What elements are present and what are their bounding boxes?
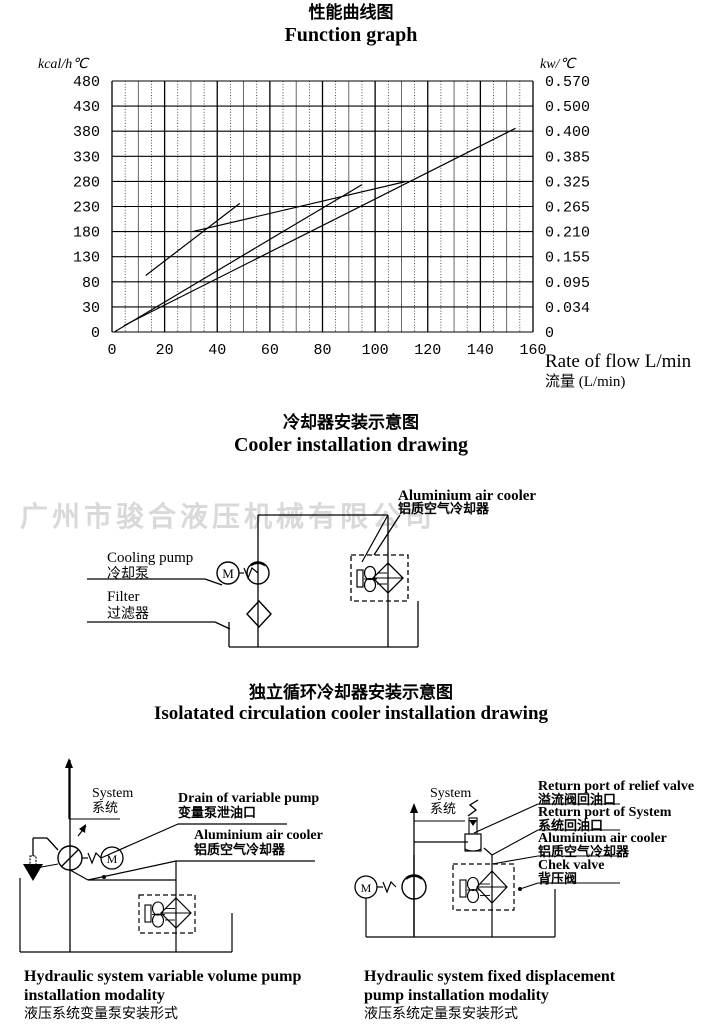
svg-text:铝质空气冷却器: 铝质空气冷却器 bbox=[194, 842, 286, 857]
svg-text:Drain of variable pump: Drain of variable pump bbox=[178, 791, 319, 806]
svg-text:系统: 系统 bbox=[430, 801, 456, 816]
svg-text:M: M bbox=[361, 881, 372, 895]
svg-text:Aluminium air cooler: Aluminium air cooler bbox=[194, 828, 323, 843]
svg-text:液压系统变量泵安装形式: 液压系统变量泵安装形式 bbox=[24, 1005, 178, 1021]
svg-text:Hydraulic system fixed displa: Hydraulic system fixed displacement bbox=[364, 968, 616, 985]
svg-text:System: System bbox=[430, 786, 471, 801]
svg-text:铝质空气冷却器: 铝质空气冷却器 bbox=[538, 844, 630, 859]
svg-text:变量泵泄油口: 变量泵泄油口 bbox=[178, 805, 256, 820]
svg-text:液压系统定量泵安装形式: 液压系统定量泵安装形式 bbox=[364, 1005, 518, 1021]
svg-text:pump installation modality: pump installation modality bbox=[364, 987, 549, 1004]
svg-text:背压阀: 背压阀 bbox=[538, 871, 577, 886]
svg-text:系统: 系统 bbox=[92, 800, 118, 815]
svg-text:installation modality: installation modality bbox=[24, 987, 165, 1004]
svg-text:Hydraulic system variable volu: Hydraulic system variable volume pump bbox=[24, 968, 301, 985]
svg-text:M: M bbox=[107, 852, 118, 866]
svg-text:System: System bbox=[92, 786, 133, 801]
